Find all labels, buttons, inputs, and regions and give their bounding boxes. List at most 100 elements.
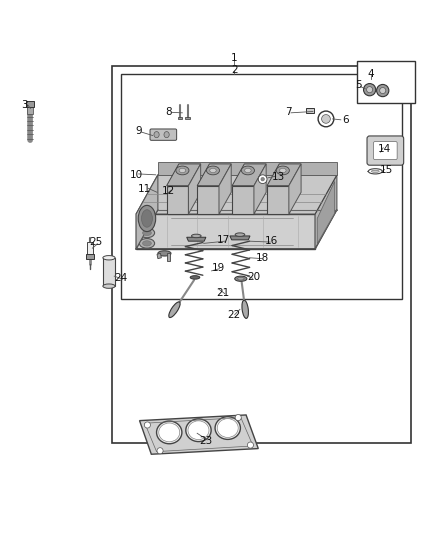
Text: 11: 11: [138, 184, 152, 194]
Text: 23: 23: [199, 436, 212, 446]
Polygon shape: [187, 237, 206, 241]
Polygon shape: [188, 164, 201, 214]
Circle shape: [380, 87, 386, 94]
Polygon shape: [140, 415, 258, 454]
Text: 22: 22: [228, 310, 241, 320]
Ellipse shape: [143, 220, 151, 225]
Bar: [185, 117, 190, 119]
Polygon shape: [136, 214, 315, 249]
Bar: [121, 75, 403, 299]
Text: 24: 24: [114, 273, 127, 283]
Ellipse shape: [190, 276, 200, 279]
Polygon shape: [267, 164, 301, 185]
Ellipse shape: [235, 233, 245, 236]
Text: 16: 16: [265, 236, 278, 246]
Bar: [86, 254, 94, 259]
Circle shape: [235, 415, 241, 421]
Bar: [166, 253, 170, 261]
Ellipse shape: [176, 166, 189, 175]
Text: 6: 6: [343, 115, 349, 125]
Polygon shape: [166, 164, 201, 185]
Ellipse shape: [186, 419, 211, 441]
Ellipse shape: [241, 166, 254, 175]
Ellipse shape: [235, 276, 247, 281]
Text: 3: 3: [21, 100, 28, 110]
Text: 9: 9: [135, 126, 141, 136]
Circle shape: [145, 422, 150, 428]
Text: 2: 2: [231, 65, 237, 75]
Ellipse shape: [206, 166, 219, 175]
Ellipse shape: [139, 218, 155, 228]
Circle shape: [367, 87, 373, 93]
Ellipse shape: [164, 132, 169, 138]
Ellipse shape: [237, 277, 244, 280]
Text: 21: 21: [217, 288, 230, 298]
Ellipse shape: [242, 300, 248, 318]
Text: 4: 4: [367, 69, 374, 79]
Ellipse shape: [158, 251, 171, 256]
Text: 18: 18: [256, 253, 269, 263]
Ellipse shape: [103, 256, 115, 260]
Circle shape: [321, 115, 330, 123]
Ellipse shape: [139, 228, 155, 238]
Bar: [357, 61, 416, 103]
Bar: [306, 108, 314, 113]
Polygon shape: [166, 185, 188, 214]
Circle shape: [377, 84, 389, 96]
Ellipse shape: [143, 241, 151, 246]
Text: 13: 13: [271, 172, 285, 182]
Bar: [87, 243, 93, 255]
FancyBboxPatch shape: [367, 136, 404, 165]
Polygon shape: [232, 185, 254, 214]
Ellipse shape: [276, 166, 290, 175]
Ellipse shape: [141, 210, 152, 227]
Polygon shape: [267, 185, 289, 214]
Ellipse shape: [245, 168, 251, 173]
Bar: [25, 101, 34, 107]
Ellipse shape: [143, 230, 151, 236]
Bar: [177, 117, 182, 119]
Text: 20: 20: [247, 272, 261, 282]
Text: 10: 10: [130, 170, 143, 180]
Polygon shape: [136, 175, 337, 214]
Polygon shape: [197, 185, 219, 214]
Circle shape: [261, 177, 265, 181]
Bar: [27, 107, 32, 114]
Text: 7: 7: [286, 107, 292, 117]
Polygon shape: [136, 175, 158, 249]
Circle shape: [318, 111, 334, 127]
Text: 8: 8: [166, 107, 172, 117]
Ellipse shape: [188, 421, 209, 440]
Ellipse shape: [103, 284, 115, 288]
Text: 25: 25: [89, 238, 102, 247]
Ellipse shape: [215, 417, 240, 439]
Circle shape: [258, 175, 267, 183]
Polygon shape: [158, 161, 337, 175]
Circle shape: [157, 448, 163, 454]
Ellipse shape: [169, 302, 180, 318]
Polygon shape: [197, 164, 231, 185]
Polygon shape: [317, 181, 335, 244]
Ellipse shape: [139, 239, 155, 248]
Polygon shape: [219, 164, 231, 214]
Polygon shape: [157, 253, 161, 259]
Ellipse shape: [368, 169, 382, 174]
Ellipse shape: [279, 168, 286, 173]
Ellipse shape: [159, 423, 180, 442]
Ellipse shape: [217, 418, 238, 438]
Text: 5: 5: [355, 80, 362, 90]
Ellipse shape: [138, 205, 155, 231]
Text: 1: 1: [231, 53, 237, 63]
Polygon shape: [289, 164, 301, 214]
Text: 14: 14: [378, 143, 392, 154]
Ellipse shape: [371, 170, 379, 172]
Circle shape: [364, 84, 376, 96]
FancyBboxPatch shape: [150, 129, 177, 140]
Polygon shape: [230, 236, 250, 240]
Polygon shape: [232, 164, 266, 185]
Polygon shape: [315, 175, 337, 249]
Ellipse shape: [156, 421, 182, 444]
Ellipse shape: [154, 132, 159, 138]
Circle shape: [247, 442, 254, 448]
Ellipse shape: [210, 168, 216, 173]
